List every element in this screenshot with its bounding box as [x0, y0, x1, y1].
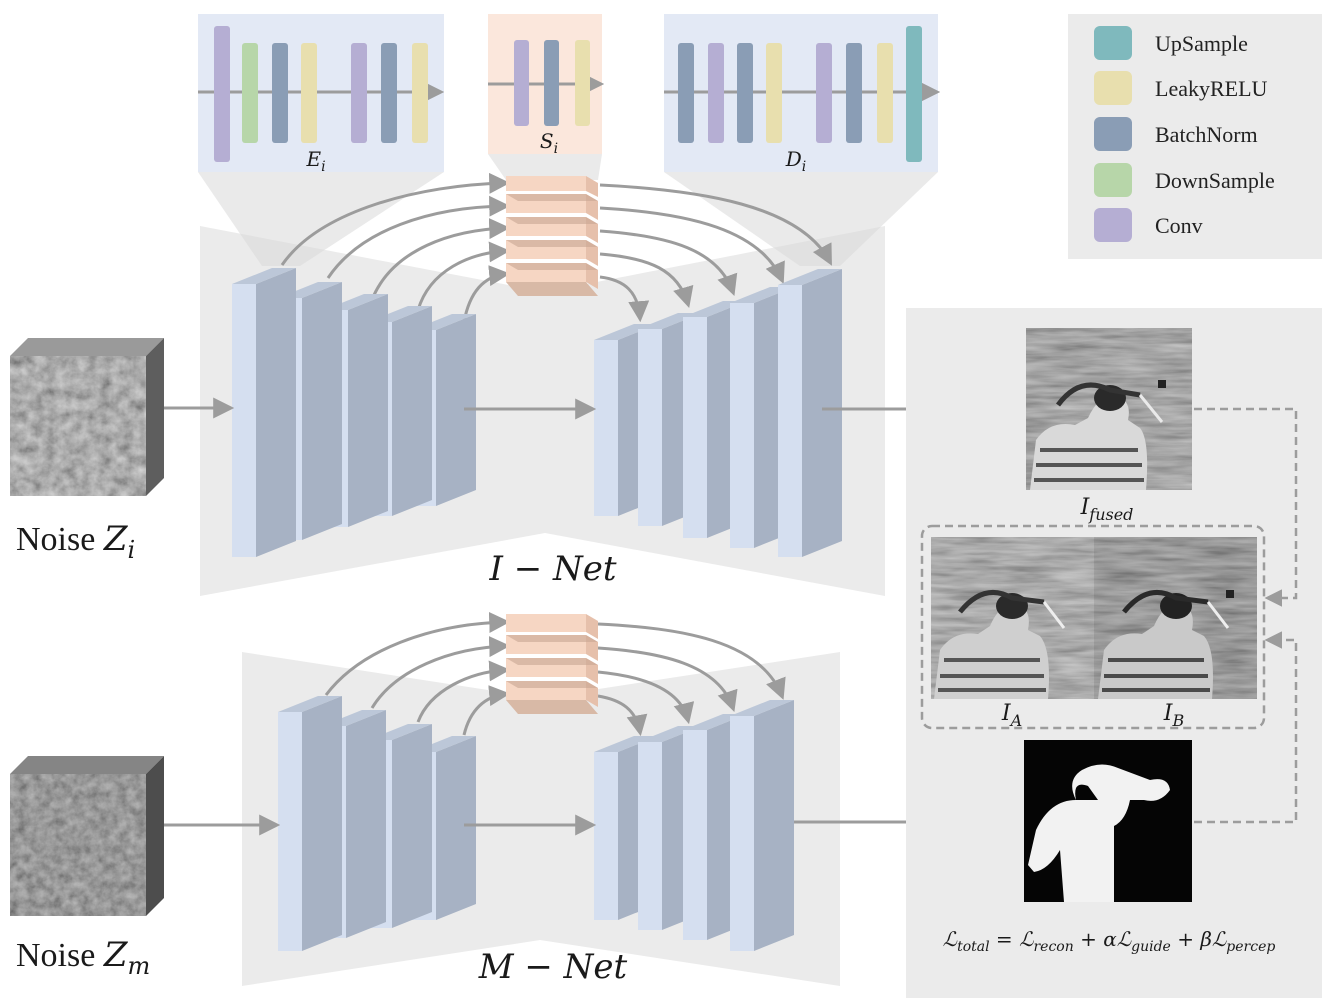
skip-label: Si [540, 129, 558, 157]
mnet-decoder [594, 700, 794, 951]
conv-layer [514, 40, 529, 126]
leakyrelu-layer [766, 43, 782, 143]
noise-zm-label: Noise Zm [16, 935, 150, 980]
mnet-label: M − Net [478, 947, 628, 987]
downsample-swatch [1094, 163, 1132, 197]
batchnorm-layer [272, 43, 288, 143]
batchnorm-layer [678, 43, 694, 143]
leakyrelu-layer [301, 43, 317, 143]
conv-layer [214, 26, 230, 162]
batchnorm-layer [544, 40, 559, 126]
conv-swatch [1094, 208, 1132, 242]
encoder-module: Ei [198, 14, 445, 175]
legend: UpSample LeakyRELU BatchNorm DownSample … [1068, 14, 1322, 259]
feedback-connectors [1194, 407, 1298, 824]
legend-downsample-label: DownSample [1155, 168, 1275, 193]
source-images-frame [920, 524, 1266, 730]
source-image-a [931, 537, 1094, 699]
legend-leakyrelu-label: LeakyRELU [1155, 76, 1268, 101]
inet-label: I − Net [488, 549, 616, 589]
source-image-b [1094, 537, 1257, 699]
encoder-block [232, 268, 296, 557]
fused-image [1026, 328, 1192, 490]
batchnorm-layer [846, 43, 862, 143]
noise-zi-cube [10, 338, 164, 496]
batchnorm-layer [737, 43, 753, 143]
noise-zm-cube [10, 756, 164, 916]
skip-module: Si [488, 14, 605, 157]
skip-projection [488, 154, 602, 180]
conv-layer [708, 43, 724, 143]
decoder-block [730, 700, 794, 951]
image-b-label: IB [1163, 701, 1185, 730]
mnet-skip-stack [506, 614, 598, 714]
inet-encoder [232, 268, 476, 557]
legend-upsample-label: UpSample [1155, 31, 1248, 56]
mask-image [1024, 740, 1192, 902]
upsample-layer [906, 26, 922, 162]
leakyrelu-layer [412, 43, 428, 143]
noise-zi-label: Noise Zi [16, 519, 135, 564]
mnet-skip-arcs [324, 611, 786, 737]
encoder-projection [198, 172, 444, 266]
encoder-label: Ei [305, 147, 325, 175]
image-a-label: IA [1001, 701, 1022, 730]
inet-skip-stack [506, 176, 598, 296]
legend-conv-label: Conv [1155, 213, 1203, 238]
fused-label: Ifused [1080, 495, 1134, 524]
inet-decoder [594, 269, 842, 557]
encoder-block [278, 696, 342, 951]
decoder-label: Di [785, 147, 807, 175]
leakyrelu-swatch [1094, 71, 1132, 105]
downsample-layer [242, 43, 258, 143]
mnet-encoder [278, 696, 476, 951]
batchnorm-layer [381, 43, 397, 143]
decoder-block [778, 269, 842, 557]
leakyrelu-layer [575, 40, 590, 126]
loss-equation: ℒtotal = ℒrecon + αℒguide + βℒpercep [943, 927, 1276, 955]
inet-skip-arcs [280, 172, 832, 323]
conv-layer [351, 43, 367, 143]
batchnorm-swatch [1094, 117, 1132, 151]
upsample-swatch [1094, 26, 1132, 60]
legend-batchnorm-label: BatchNorm [1155, 122, 1258, 147]
leakyrelu-layer [877, 43, 893, 143]
decoder-module: Di [664, 14, 941, 175]
decoder-projection [664, 172, 938, 266]
conv-layer [816, 43, 832, 143]
